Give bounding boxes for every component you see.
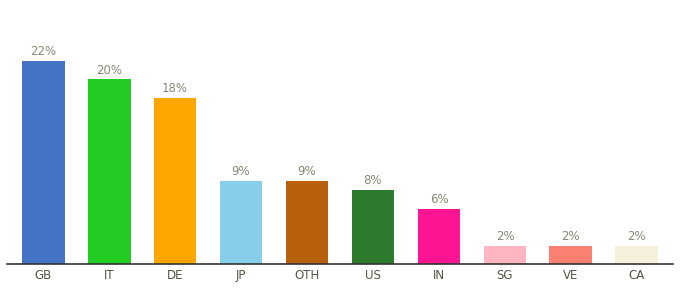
Bar bbox=[22, 61, 65, 264]
Text: 18%: 18% bbox=[162, 82, 188, 95]
Bar bbox=[615, 245, 658, 264]
Bar bbox=[154, 98, 197, 264]
Text: 2%: 2% bbox=[496, 230, 514, 243]
Bar bbox=[549, 245, 592, 264]
Bar bbox=[286, 181, 328, 264]
Text: 9%: 9% bbox=[232, 165, 250, 178]
Text: 2%: 2% bbox=[562, 230, 580, 243]
Bar bbox=[220, 181, 262, 264]
Bar bbox=[483, 245, 526, 264]
Bar bbox=[88, 80, 131, 264]
Text: 6%: 6% bbox=[430, 193, 448, 206]
Text: 2%: 2% bbox=[628, 230, 646, 243]
Text: 9%: 9% bbox=[298, 165, 316, 178]
Text: 22%: 22% bbox=[30, 45, 56, 58]
Text: 8%: 8% bbox=[364, 174, 382, 188]
Bar bbox=[352, 190, 394, 264]
Bar bbox=[418, 208, 460, 264]
Text: 20%: 20% bbox=[96, 64, 122, 76]
